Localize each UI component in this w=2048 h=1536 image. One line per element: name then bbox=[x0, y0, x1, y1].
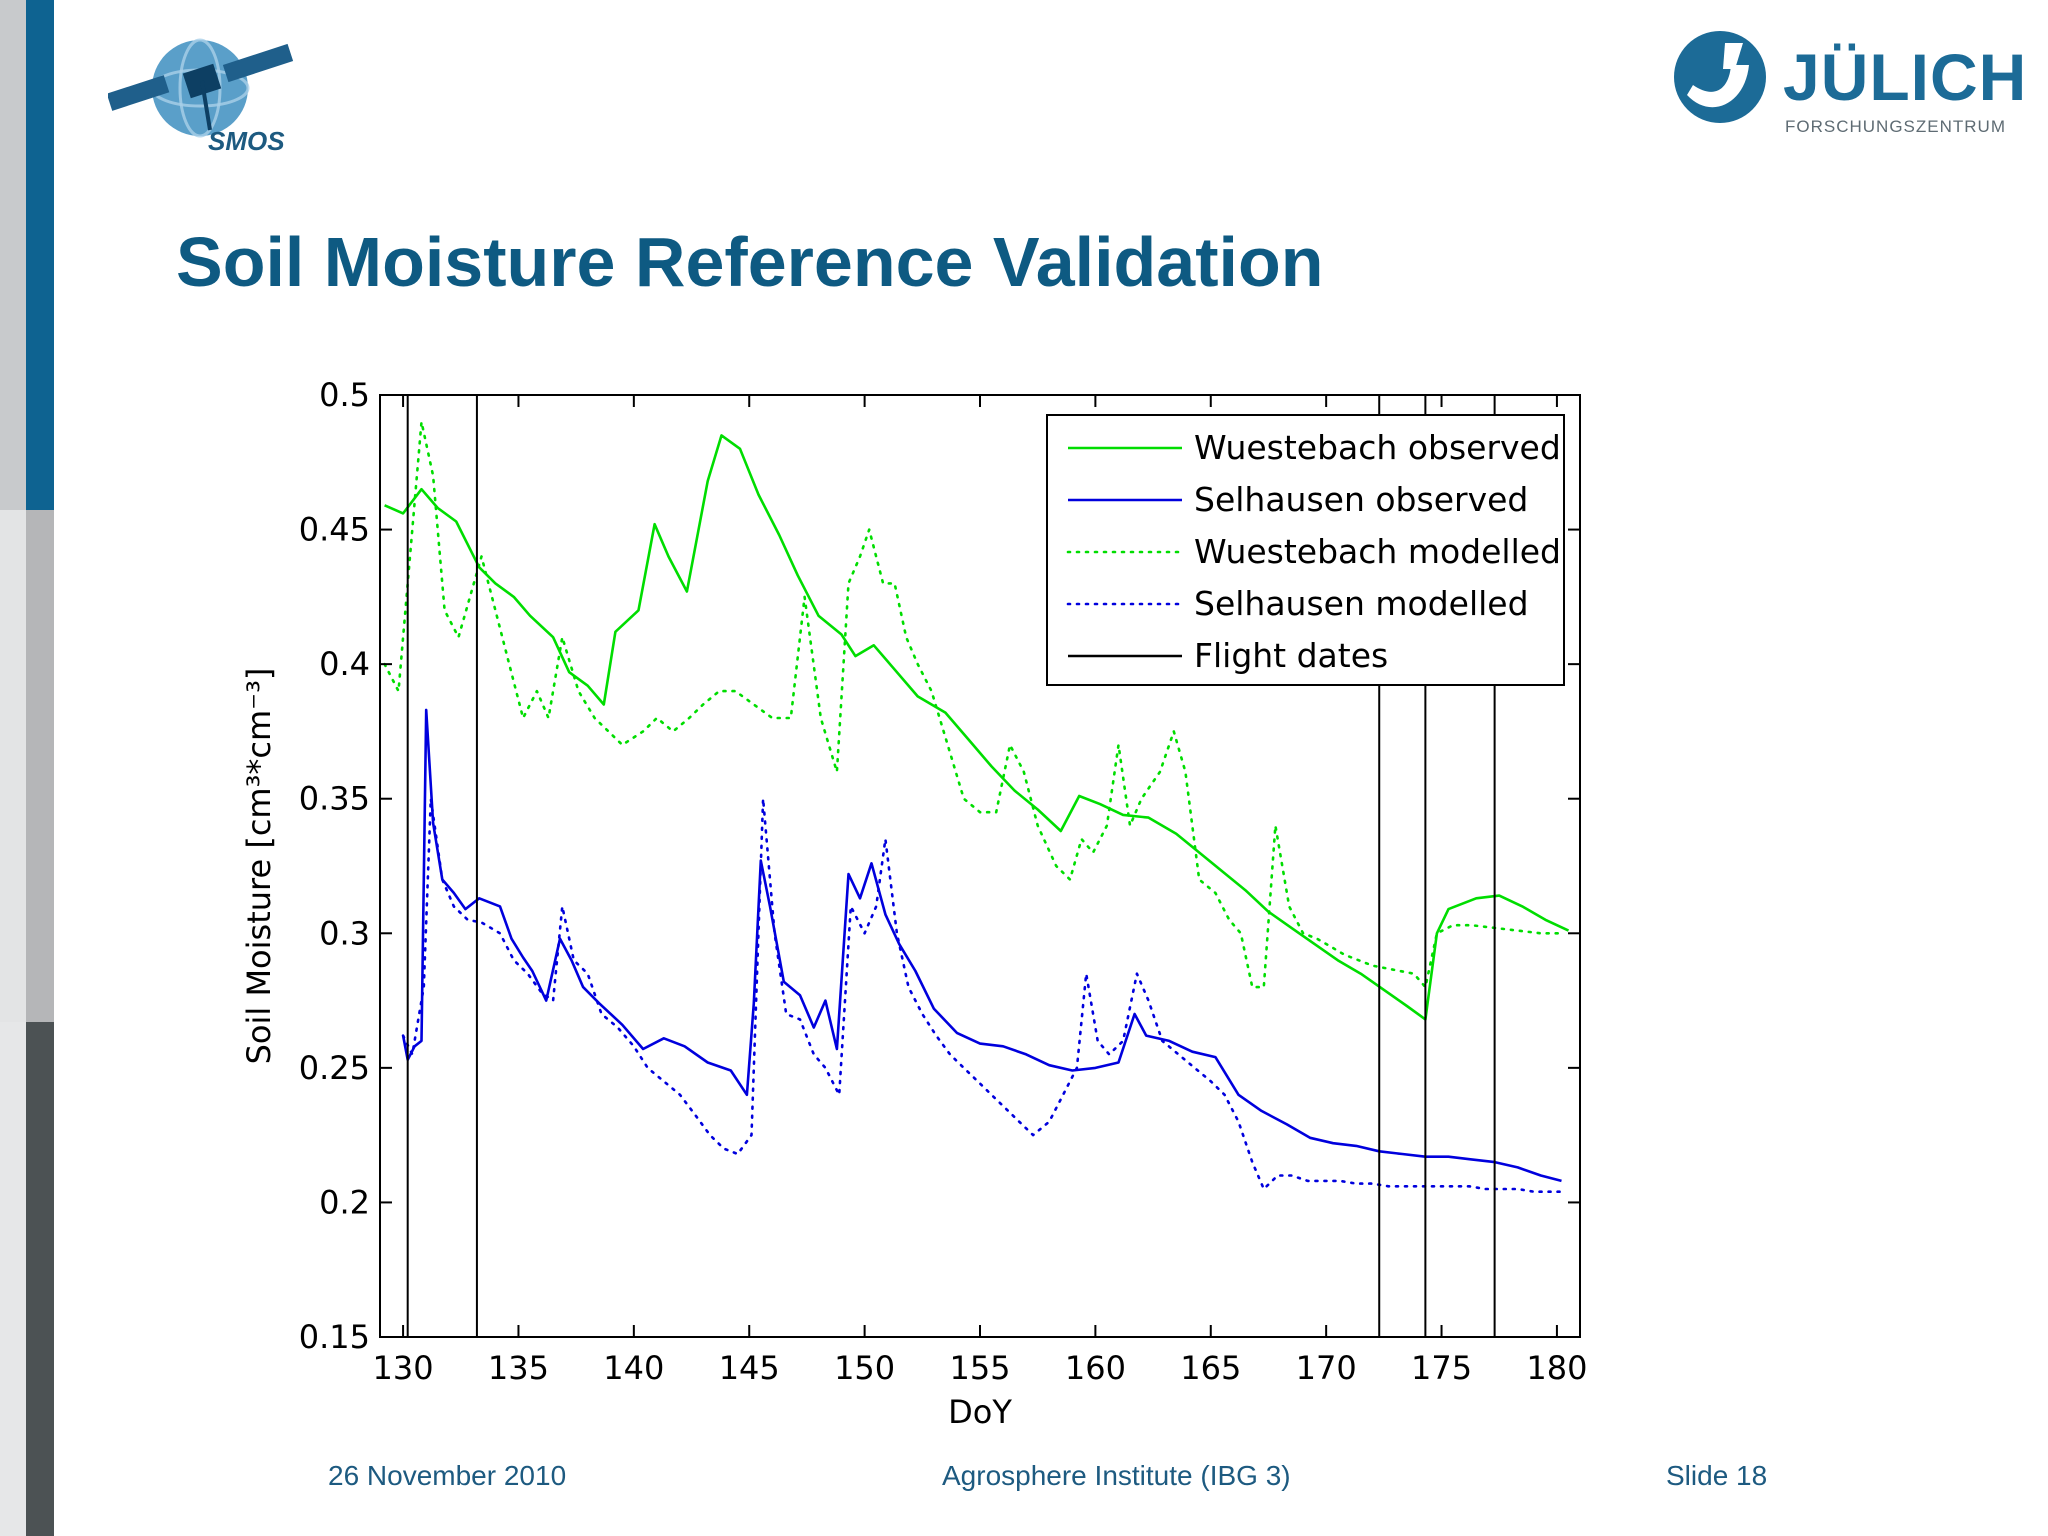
julich-subtitle: FORSCHUNGSZENTRUM bbox=[1785, 117, 2006, 136]
footer-slide-number: Slide 18 bbox=[1666, 1460, 1768, 1491]
legend-label-wuestebach-modelled: Wuestebach modelled bbox=[1194, 532, 1561, 571]
x-tick-label: 155 bbox=[949, 1349, 1010, 1387]
y-axis-title: Soil Moisture [cm³*cm⁻³] bbox=[240, 668, 278, 1065]
x-tick-label: 175 bbox=[1411, 1349, 1472, 1387]
slide-title: Soil Moisture Reference Validation bbox=[176, 223, 1324, 301]
x-tick-label: 130 bbox=[373, 1349, 434, 1387]
chart-legend: Wuestebach observed Selhausen observed Wue… bbox=[1046, 414, 1565, 686]
legend-label-selhausen-observed: Selhausen observed bbox=[1194, 480, 1528, 519]
y-tick-label: 0.45 bbox=[299, 511, 370, 549]
legend-label-wuestebach-observed: Wuestebach observed bbox=[1194, 428, 1561, 467]
series-line-selhausen-modelled bbox=[401, 797, 1568, 1194]
x-tick-label: 165 bbox=[1180, 1349, 1241, 1387]
julich-emblem-icon bbox=[1674, 31, 1766, 123]
series-line-wuestebach-modelled bbox=[383, 420, 1566, 989]
x-tick-label: 140 bbox=[603, 1349, 664, 1387]
sidebar-strip-top bbox=[0, 0, 26, 510]
y-tick-label: 0.2 bbox=[319, 1183, 370, 1221]
footer-date: 26 November 2010 bbox=[328, 1460, 567, 1491]
x-tick-label: 160 bbox=[1065, 1349, 1126, 1387]
x-tick-label: 135 bbox=[488, 1349, 549, 1387]
y-tick-label: 0.25 bbox=[299, 1049, 370, 1087]
x-tick-label: 145 bbox=[719, 1349, 780, 1387]
y-tick-label: 0.3 bbox=[319, 914, 370, 952]
y-tick-label: 0.15 bbox=[299, 1318, 370, 1356]
sidebar-strip-bottom bbox=[0, 1022, 26, 1536]
soil-moisture-chart: 130 135 140 145 150 155 160 165 170 175 180 0.15 0.2… bbox=[240, 376, 1588, 1431]
x-axis-title: DoY bbox=[948, 1393, 1012, 1431]
y-tick-label: 0.5 bbox=[319, 376, 370, 414]
julich-logo: JÜLICH FORSCHUNGSZENTRUM bbox=[1665, 25, 2026, 145]
x-tick-label: 170 bbox=[1296, 1349, 1357, 1387]
footer-institute: Agrosphere Institute (IBG 3) bbox=[942, 1460, 1291, 1491]
ticks-layer: 130 135 140 145 150 155 160 165 170 175 180 0.15 0.2… bbox=[299, 376, 1588, 1387]
y-tick-label: 0.35 bbox=[299, 780, 370, 818]
smos-logo: SMOS bbox=[108, 38, 294, 156]
y-tick-label: 0.4 bbox=[319, 645, 370, 683]
series-line-selhausen-observed bbox=[401, 708, 1562, 1183]
julich-name: JÜLICH bbox=[1783, 40, 2028, 114]
series-line-wuestebach-observed bbox=[384, 434, 1570, 1021]
legend-box bbox=[1046, 414, 1565, 686]
legend-label-selhausen-modelled: Selhausen modelled bbox=[1194, 584, 1529, 623]
x-tick-label: 150 bbox=[834, 1349, 895, 1387]
sidebar-strip-middle bbox=[0, 510, 26, 1022]
series-layer bbox=[383, 420, 1570, 1194]
x-tick-label: 180 bbox=[1526, 1349, 1587, 1387]
smos-logo-text: SMOS bbox=[208, 126, 285, 156]
satellite-icon bbox=[108, 43, 294, 131]
legend-label-flight-dates: Flight dates bbox=[1194, 636, 1388, 675]
